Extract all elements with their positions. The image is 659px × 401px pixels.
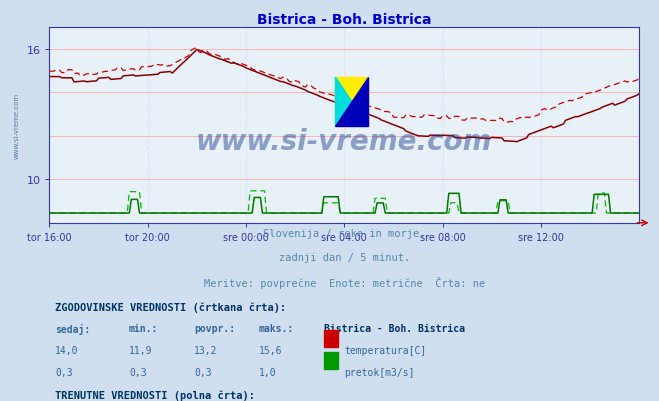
Text: 0,3: 0,3: [194, 368, 212, 377]
Text: 0,3: 0,3: [55, 368, 73, 377]
Text: min.:: min.:: [129, 323, 158, 333]
Text: zadnji dan / 5 minut.: zadnji dan / 5 minut.: [279, 252, 410, 262]
Text: maks.:: maks.:: [259, 323, 294, 333]
Text: povpr.:: povpr.:: [194, 323, 235, 333]
Text: www.si-vreme.com: www.si-vreme.com: [196, 127, 492, 155]
Text: temperatura[C]: temperatura[C]: [345, 345, 426, 355]
Text: 1,0: 1,0: [259, 368, 276, 377]
Text: pretok[m3/s]: pretok[m3/s]: [345, 368, 415, 377]
Text: 11,9: 11,9: [129, 345, 152, 355]
Text: 14,0: 14,0: [55, 345, 79, 355]
Text: 13,2: 13,2: [194, 345, 217, 355]
Text: ZGODOVINSKE VREDNOSTI (črtkana črta):: ZGODOVINSKE VREDNOSTI (črtkana črta):: [55, 301, 287, 312]
Text: Bistrica - Boh. Bistrica: Bistrica - Boh. Bistrica: [324, 323, 465, 333]
Bar: [335, 78, 368, 127]
Bar: [324, 330, 339, 347]
Text: 0,3: 0,3: [129, 368, 147, 377]
Text: www.si-vreme.com: www.si-vreme.com: [14, 93, 20, 159]
Text: 15,6: 15,6: [259, 345, 282, 355]
Text: sedaj:: sedaj:: [55, 323, 90, 334]
Polygon shape: [335, 78, 368, 127]
Text: TRENUTNE VREDNOSTI (polna črta):: TRENUTNE VREDNOSTI (polna črta):: [55, 390, 255, 400]
Text: Slovenija / reke in morje.: Slovenija / reke in morje.: [263, 228, 426, 238]
Title: Bistrica - Boh. Bistrica: Bistrica - Boh. Bistrica: [257, 13, 432, 27]
Polygon shape: [335, 78, 368, 127]
Text: Meritve: povprečne  Enote: metrične  Črta: ne: Meritve: povprečne Enote: metrične Črta:…: [204, 276, 485, 288]
Bar: [324, 352, 339, 369]
